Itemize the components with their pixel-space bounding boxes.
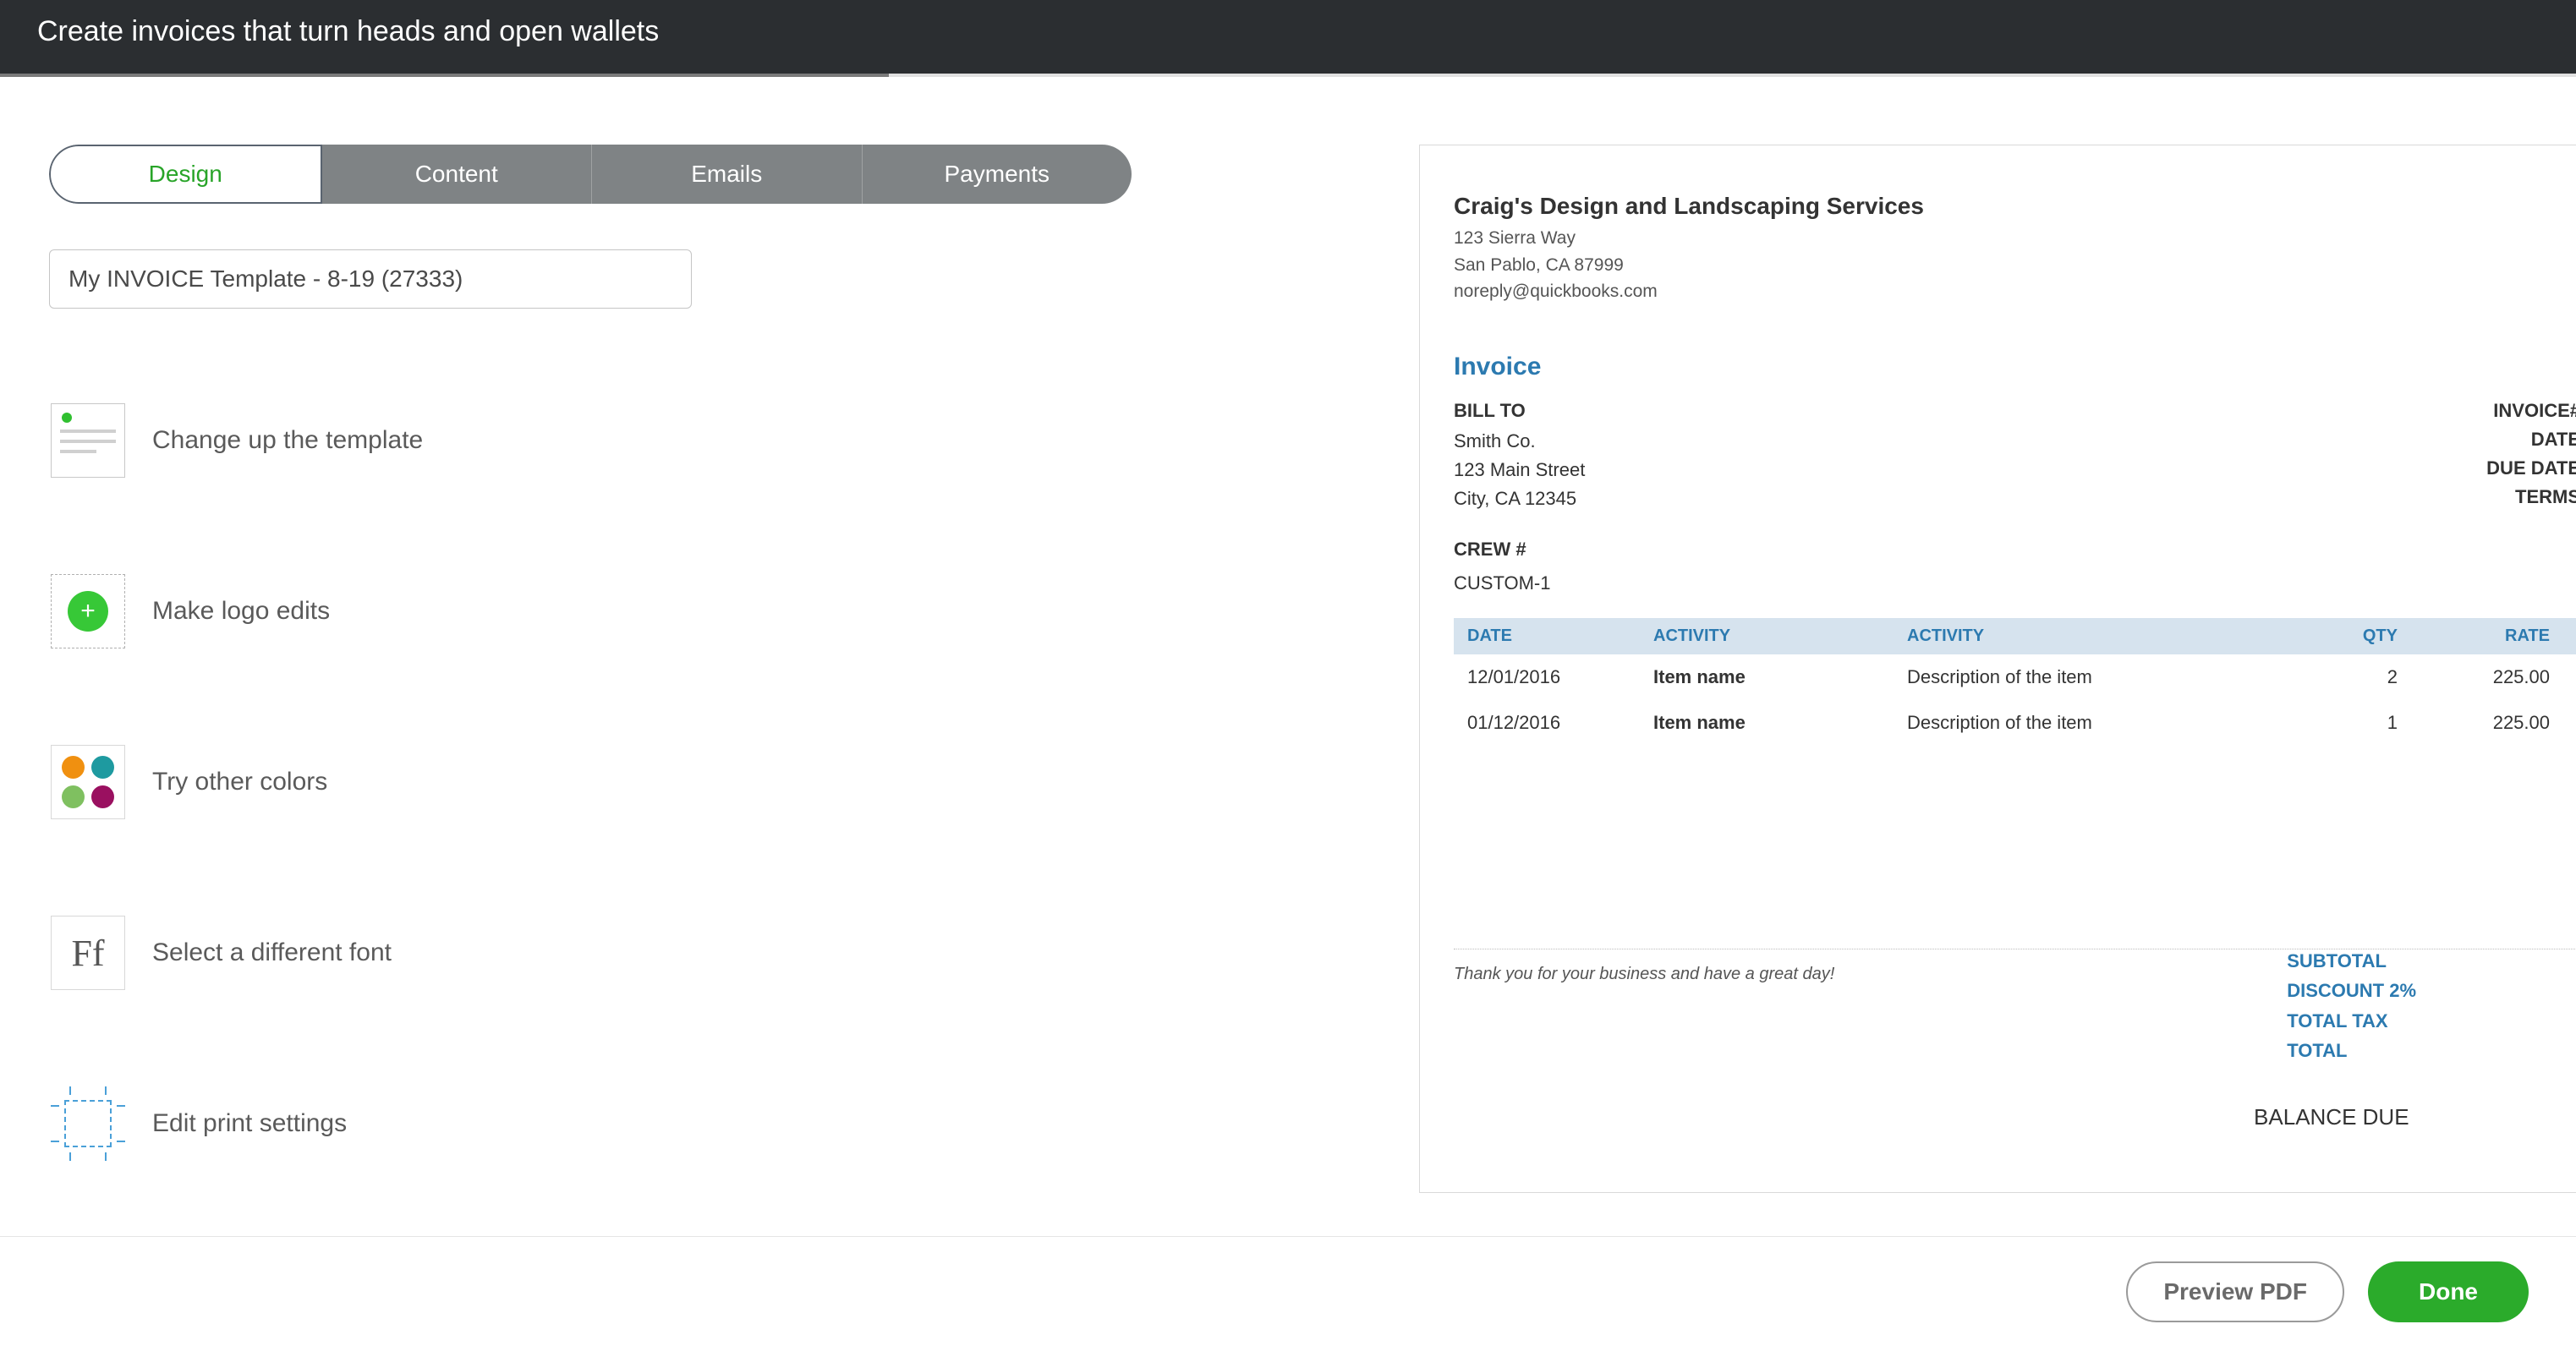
font-icon: Ff <box>49 914 127 992</box>
items-header: DATE ACTIVITY ACTIVITY QTY RATE AMOUNT <box>1454 618 2576 654</box>
template-icon <box>49 402 127 479</box>
company-name: Craig's Design and Landscaping Services <box>1454 193 2576 220</box>
tab-bar: Design Content Emails Payments <box>49 145 1132 204</box>
color-swatch-icon <box>49 743 127 821</box>
preview-pdf-button[interactable]: Preview PDF <box>2126 1261 2344 1322</box>
items-body: 12/01/2016Item nameDescription of the it… <box>1454 654 2576 746</box>
balance-due: BALANCE DUE $776.25 <box>2254 1104 2576 1133</box>
template-name-input[interactable] <box>49 249 692 309</box>
option-try-colors[interactable]: Try other colors <box>49 743 1132 821</box>
option-label: Edit print settings <box>152 1109 347 1138</box>
tab-design[interactable]: Design <box>49 145 322 204</box>
option-label: Change up the template <box>152 426 423 455</box>
print-settings-icon <box>49 1085 127 1163</box>
page-title: Create invoices that turn heads and open… <box>37 15 659 47</box>
company-address: 123 Sierra Way San Pablo, CA 87999 norep… <box>1454 225 2576 305</box>
invoice-meta: INVOICE#12345 DATE01/12/2016 DUE DATE02/… <box>2462 397 2576 513</box>
document-title: Invoice <box>1454 353 2576 381</box>
logo-add-icon: + <box>49 572 127 650</box>
invoice-preview: Craig's Design and Landscaping Services … <box>1419 145 2576 1193</box>
option-change-template[interactable]: Change up the template <box>49 402 1132 479</box>
done-button[interactable]: Done <box>2368 1261 2529 1322</box>
option-label: Select a different font <box>152 938 392 967</box>
option-logo-edits[interactable]: + Make logo edits <box>49 572 1132 650</box>
option-select-font[interactable]: Ff Select a different font <box>49 914 1132 992</box>
page-header: Create invoices that turn heads and open… <box>0 0 2576 74</box>
footer-bar: Preview PDF Done <box>0 1236 2576 1346</box>
tab-payments[interactable]: Payments <box>863 145 1132 204</box>
line-item: 12/01/2016Item nameDescription of the it… <box>1454 654 2576 700</box>
bill-to-block: BILL TO Smith Co. 123 Main Street City, … <box>1454 397 1585 513</box>
option-label: Try other colors <box>152 768 327 796</box>
crew-block: CREW # CUSTOM-1 <box>1454 539 2576 594</box>
line-item: 01/12/2016Item nameDescription of the it… <box>1454 700 2576 746</box>
totals-block: SUBTOTAL675.00 DISCOUNT 2%-13.50 TOTAL T… <box>2287 946 2576 1065</box>
tab-content[interactable]: Content <box>322 145 593 204</box>
tab-emails[interactable]: Emails <box>592 145 863 204</box>
option-label: Make logo edits <box>152 597 330 626</box>
progress-strip <box>0 74 2576 77</box>
option-print-settings[interactable]: Edit print settings <box>49 1085 1132 1163</box>
